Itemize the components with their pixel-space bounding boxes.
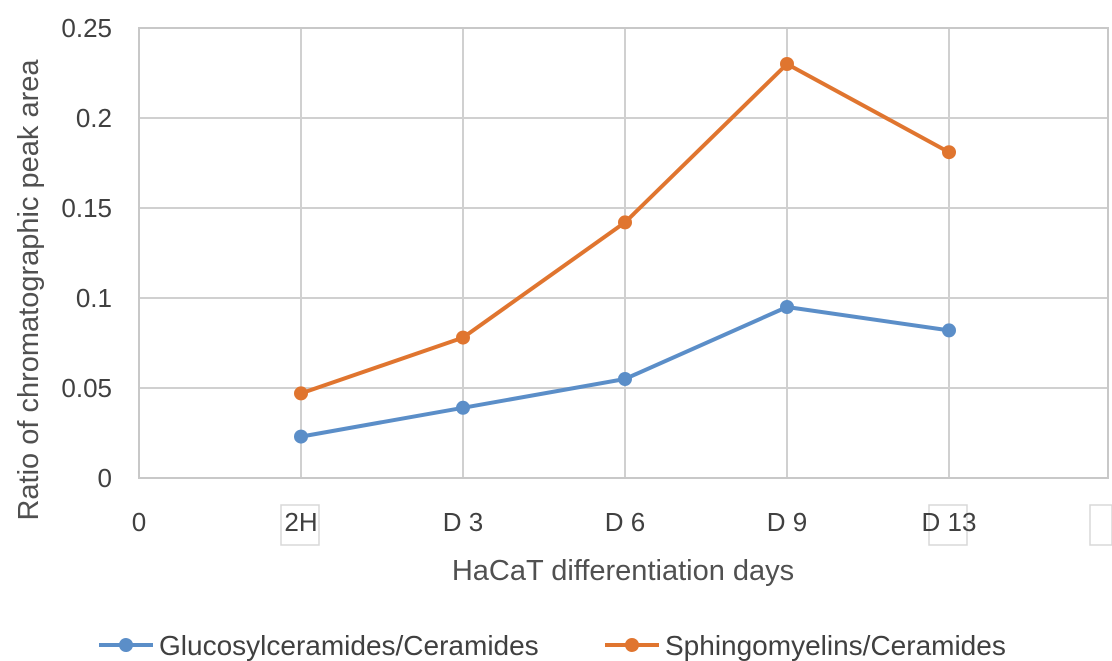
plot-area-frame [138, 27, 1109, 479]
series-2 [294, 57, 956, 401]
x-origin-label: 0 [132, 507, 146, 537]
series-layer [294, 57, 956, 444]
legend-label: Glucosylceramides/Ceramides [159, 630, 539, 661]
gridlines [139, 27, 1108, 479]
y-tick-label: 0.2 [76, 103, 112, 133]
x-tick-labels: 0 2H D 3 D 6 D 9 D 13 [132, 504, 1112, 546]
x-tick-label: D 9 [767, 507, 807, 537]
y-axis-title: Ratio of chromatographic peak area [13, 59, 45, 521]
data-point [942, 323, 956, 338]
data-point [294, 429, 308, 444]
y-tick-label: 0.05 [61, 373, 112, 403]
x-axis-title: HaCaT differentiation days [452, 555, 794, 587]
legend: Glucosylceramides/Ceramides Sphingomyelin… [99, 630, 1006, 661]
y-tick-labels: 0 0.05 0.1 0.15 0.2 0.25 [61, 13, 112, 493]
series-1 [294, 300, 956, 444]
x-tick-box [280, 504, 320, 546]
y-tick-label: 0.25 [61, 13, 112, 43]
legend-item: Glucosylceramides/Ceramides [99, 630, 539, 661]
x-tick-empty-box [1089, 504, 1112, 546]
x-tick-label: D 13 [922, 507, 977, 537]
y-tick-label: 0 [98, 463, 112, 493]
y-tick-label: 0.15 [61, 193, 112, 223]
x-tick-label: D 3 [443, 507, 483, 537]
legend-label: Sphingomyelins/Ceramides [665, 630, 1006, 661]
legend-marker [119, 638, 133, 652]
y-tick-label: 0.1 [76, 283, 112, 313]
legend-marker [625, 638, 639, 652]
x-tick-box [928, 504, 968, 546]
legend-item: Sphingomyelins/Ceramides [605, 630, 1006, 661]
data-point [942, 145, 956, 160]
data-point [618, 372, 632, 386]
x-tick-label: 2H [284, 507, 317, 537]
data-point [780, 300, 794, 314]
data-point [294, 386, 308, 401]
x-tick-label: D 6 [605, 507, 645, 537]
data-point [780, 57, 794, 71]
data-point [618, 215, 632, 230]
data-point [456, 400, 470, 415]
data-point [456, 330, 470, 345]
